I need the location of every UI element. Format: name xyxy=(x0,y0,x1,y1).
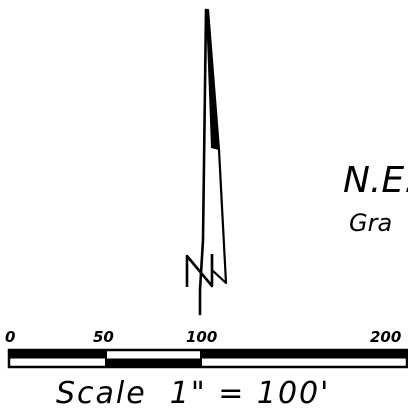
scale-tick-label-200: 200 xyxy=(370,328,401,346)
north-arrow-icon xyxy=(185,8,228,316)
title-line-1: N.E. xyxy=(343,160,408,201)
scale-caption: Scale 1" = 100' xyxy=(56,376,330,410)
scale-bar xyxy=(7,348,408,369)
title-line-2: Gra xyxy=(349,209,392,237)
scale-tick-label-100: 100 xyxy=(186,328,217,346)
scale-tick-label-0: 0 xyxy=(5,328,15,346)
scale-tick-label-50: 50 xyxy=(93,328,114,346)
